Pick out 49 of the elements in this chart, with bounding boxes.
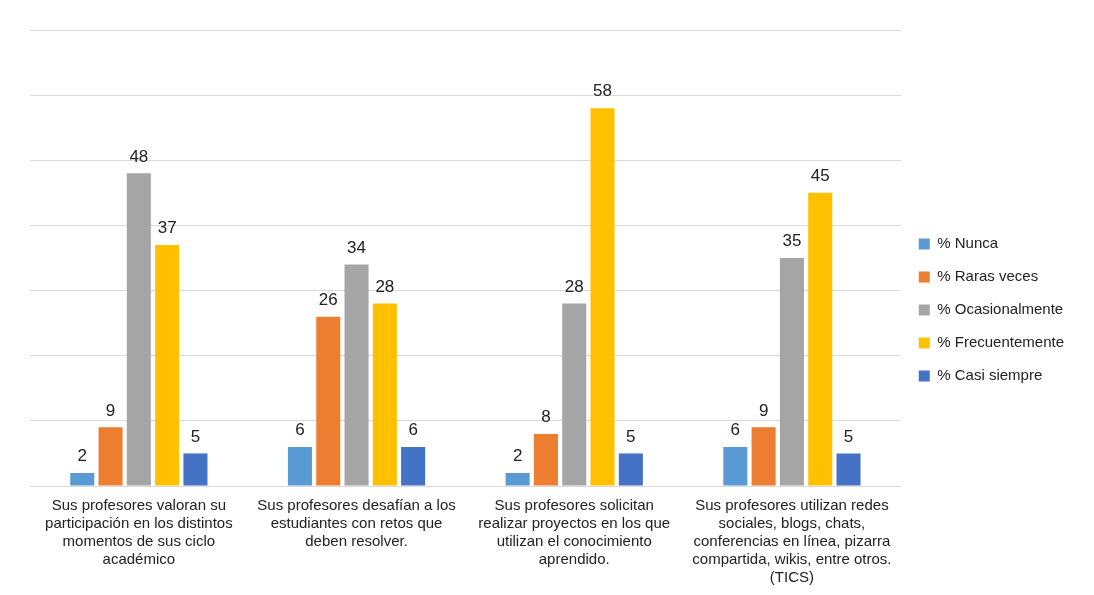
bar xyxy=(836,453,861,486)
x-tick-label: Sus profesores desafían a los estudiantes con retos que deben resolver. xyxy=(257,496,456,550)
data-label: 45 xyxy=(810,166,830,186)
data-label: 8 xyxy=(541,407,551,427)
bar xyxy=(98,427,123,486)
legend-label: % Frecuentemente xyxy=(937,333,1064,351)
bar xyxy=(183,453,208,486)
data-label: 9 xyxy=(758,400,769,420)
data-label: 2 xyxy=(512,446,523,466)
data-label: 5 xyxy=(843,426,854,446)
legend-label: % Nunca xyxy=(937,234,999,252)
bar xyxy=(155,244,180,486)
data-label: 6 xyxy=(408,420,418,440)
bar xyxy=(287,446,312,486)
x-tick-label: Sus profesores utilizan redes sociales, blogs, chats, conferencias en línea, pizarra compartida, wikis, entre otros. (TICS) xyxy=(692,496,892,586)
data-label: 5 xyxy=(190,426,201,446)
bar xyxy=(401,446,426,486)
bar xyxy=(126,173,151,486)
legend-label: % Raras veces xyxy=(937,267,1039,285)
bar xyxy=(372,303,397,486)
bar xyxy=(808,192,833,486)
data-label: 58 xyxy=(593,81,612,101)
data-label: 28 xyxy=(564,276,584,296)
bar xyxy=(618,453,643,486)
x-tick-label: Sus profesores solicitan realizar proyectos en los que utilizan el conocimiento aprendido. xyxy=(478,496,671,568)
data-label: 28 xyxy=(375,276,395,296)
bar xyxy=(70,472,95,486)
bar xyxy=(779,258,804,486)
data-label: 6 xyxy=(730,420,741,440)
bar xyxy=(751,427,776,486)
data-label: 2 xyxy=(77,446,87,466)
data-label: 35 xyxy=(782,231,802,251)
x-tick-label: Sus profesores valoran su participación en los distintos momentos de sus ciclo académico xyxy=(45,496,233,568)
bar xyxy=(533,433,558,486)
legend-label: % Ocasionalmente xyxy=(937,300,1064,318)
bar xyxy=(316,316,341,486)
bar xyxy=(723,446,748,486)
bar xyxy=(344,264,369,486)
legend-label: % Casi siempre xyxy=(937,366,1043,384)
bar xyxy=(590,108,615,486)
data-label: 37 xyxy=(157,218,177,238)
data-label: 48 xyxy=(129,146,149,166)
data-label: 6 xyxy=(295,420,305,440)
bar xyxy=(562,303,587,486)
data-label: 26 xyxy=(318,289,338,309)
data-label: 9 xyxy=(105,400,116,420)
bar xyxy=(505,472,530,486)
data-label: 34 xyxy=(347,237,366,257)
data-label: 5 xyxy=(626,426,636,446)
